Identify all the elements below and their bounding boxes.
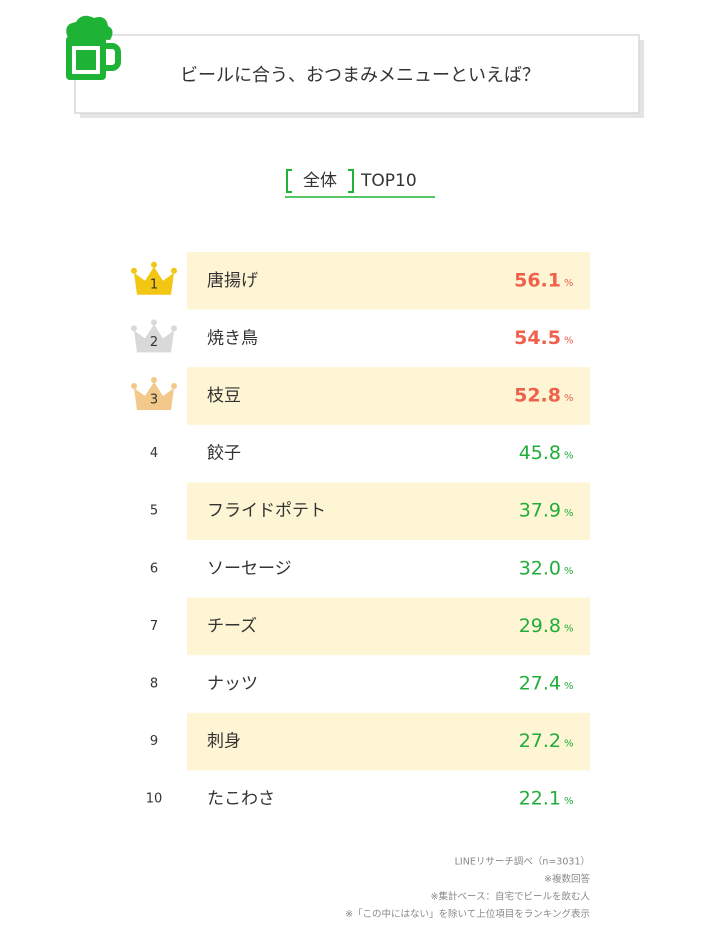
unit: % [564,681,574,692]
item: たこわさ [207,789,275,809]
crown-jewel [131,325,137,332]
value: 27.4 [519,673,561,695]
crown-jewel [171,325,177,332]
rank: 4 [150,446,158,461]
subtitle-label: TOP10 [360,171,417,191]
row-band [187,712,590,771]
note: ※「この中にはない」を除いて上位項目をランキング表示 [345,908,590,920]
item: ナッツ [207,674,258,694]
value: 29.8 [519,615,561,637]
item: 餃子 [207,444,241,464]
unit: % [564,739,574,750]
value: 32.0 [519,557,561,579]
rank: 9 [150,734,158,749]
crown-jewel [171,267,177,274]
row-band [187,597,590,656]
value: 56.1 [514,269,561,291]
rank: 2 [150,335,158,350]
crown-jewel [131,383,137,389]
unit: % [564,796,574,807]
item: 唐揚げ [207,270,258,291]
ranking-table: 1 唐揚げ 56.1 % 2 焼き鳥 54.5 % 3 枝豆 52.8 % 4 餃子 45.8 % 5 フライドポ… [131,252,590,810]
subtitle-scope: 全体 [303,171,337,191]
value: 54.5 [514,327,561,349]
unit: % [564,393,574,404]
unit: % [564,566,574,577]
value: 52.8 [514,385,561,407]
rank: 3 [150,393,158,408]
row-band [187,252,590,310]
unit: % [564,508,574,519]
unit: % [564,451,574,462]
unit: % [564,623,574,634]
crown [134,266,174,295]
crown-jewel [151,319,157,326]
row-band [187,367,590,425]
item: ソーセージ [207,559,292,579]
item: チーズ [207,616,257,636]
subtitle: 全体 TOP10 [285,169,435,198]
rank: 8 [150,677,158,692]
crown-jewel [131,267,137,274]
note: ※複数回答 [544,873,590,885]
rank: 10 [146,792,163,807]
unit: % [564,278,574,289]
beer-icon [66,15,121,80]
item: 焼き鳥 [207,328,258,348]
note: ※集計ベース：自宅でビールを飲む人 [431,891,591,903]
unit: % [564,335,574,346]
header-box [74,34,640,114]
header-title: ビールに合う、おつまみメニューといえば？ [180,65,540,86]
value: 45.8 [519,442,561,464]
value: 37.9 [519,500,561,522]
row-band [187,482,590,540]
rank: 7 [150,619,158,634]
crown-jewel [171,383,177,389]
value: 22.1 [519,788,561,810]
crown-jewel [151,377,157,383]
crown [134,382,174,410]
note: LINEリサーチ調べ（n=3031） [455,856,590,868]
crown-jewel [151,261,157,268]
value: 27.2 [519,730,561,752]
crown [134,324,174,353]
rank: 5 [150,504,158,519]
rank: 6 [150,561,158,576]
item: フライドポテト [207,501,326,521]
item: 枝豆 [207,386,241,406]
item: 刺身 [207,732,241,752]
rank: 1 [150,277,158,292]
notes: LINEリサーチ調べ（n=3031） ※複数回答 ※集計ベース：自宅でビールを飲む人… [345,856,590,921]
